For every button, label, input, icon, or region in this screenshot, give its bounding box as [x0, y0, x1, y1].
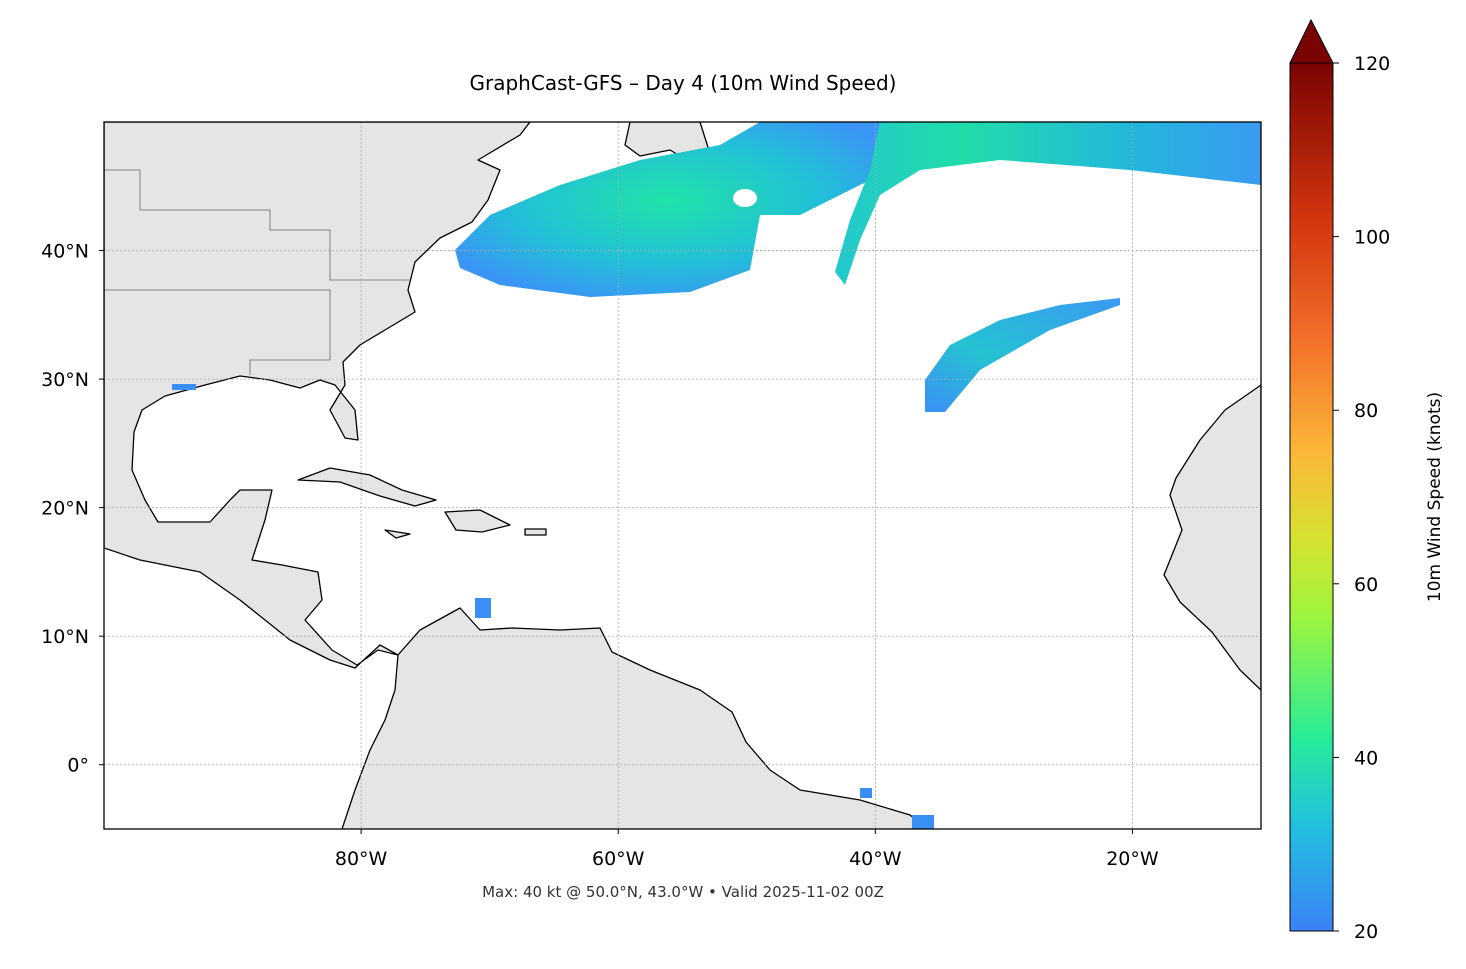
map-layers [104, 122, 1261, 829]
y-tick-label: 30°N [41, 369, 89, 391]
colorbar-tick-label: 20 [1354, 921, 1378, 943]
colorbar-label: 10m Wind Speed (knots) [1425, 392, 1445, 602]
north-america [104, 122, 531, 669]
y-tick-label: 10°N [41, 626, 89, 648]
wind-field [925, 298, 1120, 412]
cuba [297, 467, 437, 507]
colorbar-tick-label: 100 [1354, 227, 1390, 249]
map-frame [103, 121, 1262, 830]
wind-gap [733, 189, 757, 207]
x-tick-label: 40°W [849, 848, 902, 870]
hispaniola [444, 509, 511, 533]
colorbar-extend [1289, 18, 1334, 64]
jamaica [384, 529, 411, 539]
wind-field [912, 815, 934, 829]
gridlines [104, 122, 1261, 829]
colorbar-tick-label: 120 [1354, 53, 1390, 75]
wind-field [172, 384, 196, 390]
wind-field [475, 598, 491, 618]
south-america [341, 607, 929, 829]
wind-field [455, 122, 880, 297]
x-tick-label: 80°W [335, 848, 388, 870]
state-borders [104, 169, 410, 281]
y-tick-label: 0° [67, 755, 89, 777]
y-tick-label: 20°N [41, 498, 89, 520]
colorbar-tick-label: 40 [1354, 747, 1378, 769]
colorbar-tick-label: 60 [1354, 574, 1378, 596]
footnote: Max: 40 kt @ 50.0°N, 43.0°W • Valid 2025… [482, 883, 884, 901]
wind-field [860, 788, 872, 798]
wind-field [835, 122, 1261, 285]
y-tick-label: 40°N [41, 241, 89, 263]
x-tick-label: 20°W [1106, 848, 1159, 870]
x-tick-label: 60°W [592, 848, 645, 870]
puerto-rico [524, 528, 547, 536]
map-title: GraphCast-GFS – Day 4 (10m Wind Speed) [470, 71, 897, 95]
africa [1163, 384, 1261, 691]
state-borders [104, 289, 331, 375]
colorbar [1289, 62, 1334, 932]
colorbar-tick-label: 80 [1354, 400, 1378, 422]
